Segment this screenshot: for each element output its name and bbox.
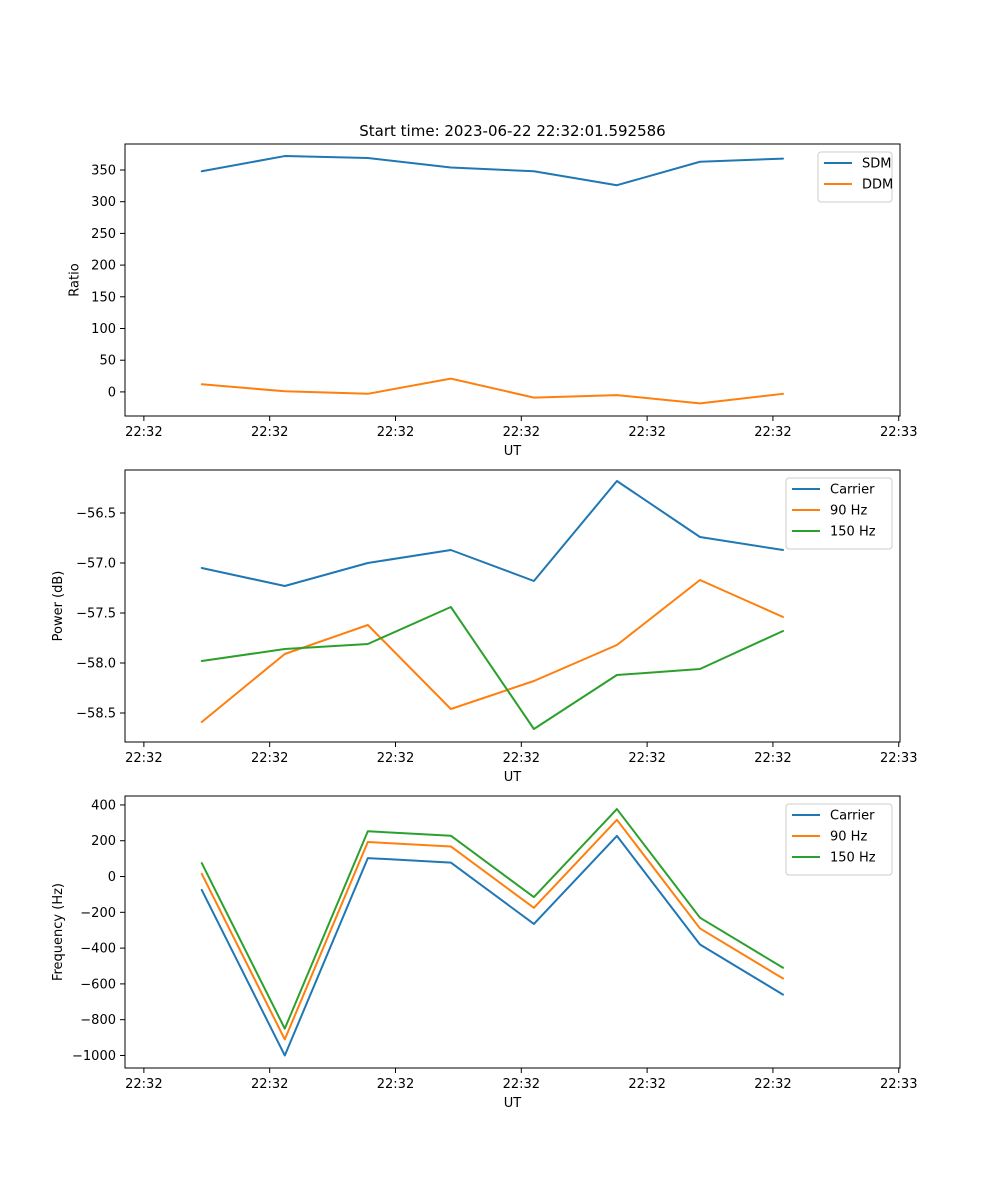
y-tick-label: 100 [91,322,116,337]
y-tick-label: 200 [91,259,116,274]
y-tick-label: −56.5 [76,507,116,522]
chart-panel-2: 22:32 22:32 22:32 22:32 22:32 22:32 22:33 UT −58… [51,469,917,785]
x-tick-label: 22:32 [754,425,791,440]
series-line-90-hz [200,818,784,1041]
series-line-carrier [200,480,784,587]
y-tick-label: 0 [108,385,116,400]
plot-area [125,796,900,1068]
x-tick-label: 22:32 [754,751,791,766]
x-tick-label: 22:32 [628,751,665,766]
y-tick-label: 350 [91,163,116,178]
y-tick-label: 400 [91,798,116,813]
series-line-150-hz [200,606,784,730]
legend-label: Carrier [830,809,875,824]
plot-area [125,144,900,416]
y-axis-label: Ratio [67,263,82,296]
y-tick-label: 0 [108,870,116,885]
y-tick-label: −600 [80,977,116,992]
x-tick-label: 22:32 [503,1077,540,1092]
x-tick-label: 22:32 [754,1077,791,1092]
x-tick-label: 22:32 [251,425,288,440]
x-axis-label: UT [504,444,522,459]
legend-box [817,151,893,203]
x-tick-label: 22:32 [503,425,540,440]
x-tick-label: 22:32 [377,1077,414,1092]
x-tick-label: 22:33 [880,1077,917,1092]
legend-label: SDM [862,157,891,172]
y-tick-label: −58.0 [76,657,116,672]
chart-panel-3: 22:32 22:32 22:32 22:32 22:32 22:32 22:33 UT −10… [51,795,917,1111]
y-tick-label: 50 [99,354,116,369]
legend: Carrier 90 Hz 150 Hz [785,477,893,550]
y-tick-label: 250 [91,227,116,242]
x-tick-label: 22:32 [125,751,162,766]
y-tick-label: −400 [80,942,116,957]
series-line-carrier [200,834,784,1057]
y-tick-label: −57.0 [76,557,116,572]
figure-title: Start time: 2023-06-22 22:32:01.592586 [359,122,665,140]
x-tick-label: 22:32 [125,425,162,440]
x-tick-label: 22:32 [125,1077,162,1092]
chart-panel-1: 22:32 22:32 22:32 22:32 22:32 22:32 22:33 UT 0 50… [67,143,917,459]
y-tick-label: 200 [91,834,116,849]
x-tick-label: 22:33 [880,425,917,440]
panels: 22:32 22:32 22:32 22:32 22:32 22:32 22:33 UT 0 50… [51,143,917,1111]
y-tick-label: −1000 [72,1049,116,1064]
y-tick-label: −800 [80,1013,116,1028]
y-tick-label: 300 [91,195,116,210]
legend-label: Carrier [830,483,875,498]
y-tick-label: 150 [91,290,116,305]
x-tick-label: 22:32 [377,751,414,766]
y-tick-label: −57.5 [76,607,116,622]
legend-label: DDM [862,178,893,193]
x-axis-label: UT [504,770,522,785]
x-tick-label: 22:33 [880,751,917,766]
series-line-150-hz [200,808,784,1030]
y-axis-label: Frequency (Hz) [51,883,66,981]
legend: Carrier 90 Hz 150 Hz [785,803,893,876]
x-tick-label: 22:32 [628,1077,665,1092]
plot-frame [124,143,901,417]
x-tick-label: 22:32 [377,425,414,440]
x-tick-label: 22:32 [503,751,540,766]
legend: SDM DDM [817,151,893,203]
x-tick-label: 22:32 [251,751,288,766]
series-line-ddm [200,377,784,405]
legend-label: 90 Hz [830,830,867,845]
legend-label: 150 Hz [830,851,876,866]
x-tick-label: 22:32 [628,425,665,440]
x-axis-label: UT [504,1096,522,1111]
plot-frame [124,469,901,743]
y-tick-label: −200 [80,906,116,921]
legend-label: 150 Hz [830,525,876,540]
y-axis-label: Power (dB) [51,571,66,642]
legend-label: 90 Hz [830,504,867,519]
plot-area [125,470,900,742]
y-tick-label: −58.5 [76,707,116,722]
plot-frame [124,795,901,1069]
x-tick-label: 22:32 [251,1077,288,1092]
series-line-sdm [200,155,784,187]
